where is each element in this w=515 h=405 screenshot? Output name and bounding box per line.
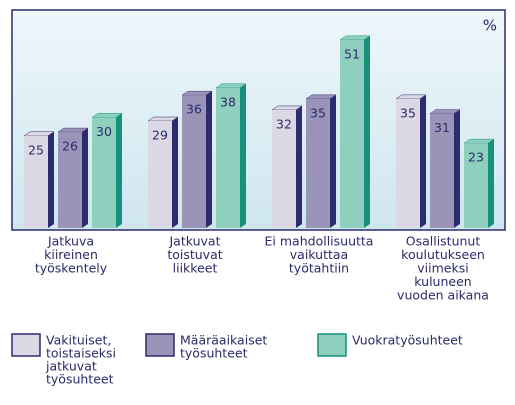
x-tick-label: työtahtiin <box>289 261 349 276</box>
bar-side <box>240 83 246 228</box>
x-tick-label: toistuvat <box>167 247 222 262</box>
bar-side <box>488 139 494 228</box>
legend-label: työsuhteet <box>180 346 248 361</box>
bar <box>396 98 420 229</box>
value-label: 29 <box>152 128 168 143</box>
bar-side <box>172 117 178 228</box>
bar <box>148 121 172 228</box>
x-tick-label: koulutukseen <box>401 247 485 262</box>
x-tick-label: Jatkuva <box>47 234 94 249</box>
bar-side <box>420 94 426 229</box>
bar <box>340 39 364 228</box>
bar-side <box>364 35 370 228</box>
x-tick-label: liikkeet <box>173 261 218 276</box>
bar <box>92 117 116 228</box>
bar <box>216 87 240 228</box>
unit-label: % <box>483 17 497 35</box>
legend-swatch <box>145 333 175 357</box>
legend-swatch <box>11 333 41 357</box>
bar-side <box>82 128 88 228</box>
bar-side <box>206 91 212 228</box>
x-tick-label: vaikuttaa <box>290 247 348 262</box>
value-label: 30 <box>96 124 112 139</box>
legend-label: toistaiseksi <box>46 346 116 361</box>
value-label: 36 <box>186 102 202 117</box>
value-label: 23 <box>468 150 484 165</box>
value-label: 51 <box>344 46 360 61</box>
x-tick-label: Osallistunut <box>406 234 481 249</box>
legend-label: jatkuvat <box>45 359 97 374</box>
bar <box>306 98 330 229</box>
bar-side <box>454 109 460 228</box>
x-tick-label: kiireinen <box>44 247 98 262</box>
value-label: 25 <box>28 142 44 157</box>
bar <box>182 95 206 228</box>
x-tick-label: kuluneen <box>414 274 471 289</box>
bar-side <box>116 113 122 228</box>
legend-label: Vuokratyösuhteet <box>352 333 463 348</box>
legend-label: Vakituiset, <box>46 333 111 348</box>
x-tick-label: Jatkuvat <box>169 234 221 249</box>
bar-side <box>296 105 302 228</box>
legend-swatch <box>317 333 347 357</box>
legend-label: työsuhteet <box>46 372 114 387</box>
legend-label: Määräaikaiset <box>180 333 267 348</box>
x-tick-label: työskentely <box>35 261 108 276</box>
x-tick-label: Ei mahdollisuutta <box>265 234 374 249</box>
bar <box>430 113 454 228</box>
bar-side <box>48 131 54 228</box>
bar <box>272 109 296 228</box>
value-label: 26 <box>62 139 78 154</box>
value-label: 38 <box>220 94 236 109</box>
bar <box>58 132 82 228</box>
bar-side <box>330 94 336 229</box>
bar <box>464 143 488 228</box>
x-tick-label: viimeksi <box>417 261 468 276</box>
value-label: 32 <box>276 116 292 131</box>
value-label: 35 <box>400 105 416 120</box>
value-label: 31 <box>434 120 450 135</box>
value-label: 35 <box>310 105 326 120</box>
bar <box>24 135 48 228</box>
x-tick-label: vuoden aikana <box>397 288 489 303</box>
